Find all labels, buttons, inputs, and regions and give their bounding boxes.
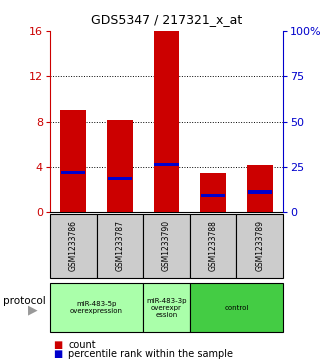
Bar: [247, 190, 272, 193]
Bar: [247, 165, 272, 212]
Text: control: control: [224, 305, 249, 311]
Bar: [107, 121, 133, 212]
Bar: [200, 173, 226, 212]
Text: percentile rank within the sample: percentile rank within the sample: [68, 349, 233, 359]
Bar: [154, 163, 179, 166]
Text: count: count: [68, 340, 96, 350]
Text: GDS5347 / 217321_x_at: GDS5347 / 217321_x_at: [91, 13, 242, 26]
Text: miR-483-5p
overexpression: miR-483-5p overexpression: [70, 301, 123, 314]
Text: protocol: protocol: [3, 296, 46, 306]
Text: GSM1233789: GSM1233789: [255, 220, 264, 272]
Text: GSM1233786: GSM1233786: [69, 220, 78, 272]
Bar: [61, 171, 86, 174]
Text: ▶: ▶: [28, 303, 37, 316]
Text: GSM1233788: GSM1233788: [208, 220, 218, 272]
Text: ■: ■: [53, 340, 63, 350]
Text: miR-483-3p
overexpr
ession: miR-483-3p overexpr ession: [146, 298, 187, 318]
Bar: [154, 31, 179, 212]
Bar: [60, 110, 86, 212]
Bar: [201, 193, 225, 197]
Text: GSM1233787: GSM1233787: [115, 220, 125, 272]
Bar: [108, 177, 132, 180]
Text: GSM1233790: GSM1233790: [162, 220, 171, 272]
Text: ■: ■: [53, 349, 63, 359]
